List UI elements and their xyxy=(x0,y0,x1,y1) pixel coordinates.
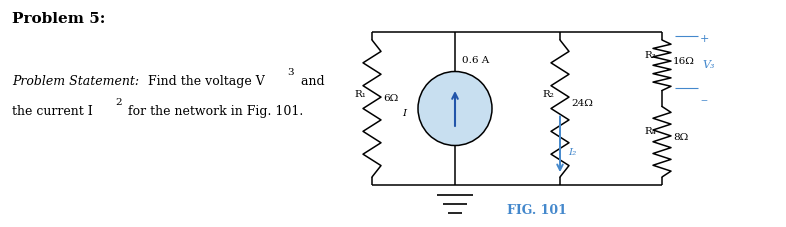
Text: R₃: R₃ xyxy=(645,51,656,60)
Text: R₂: R₂ xyxy=(542,90,554,99)
Text: 8Ω: 8Ω xyxy=(673,133,689,142)
Text: Problem 5:: Problem 5: xyxy=(12,12,105,26)
Text: I: I xyxy=(402,109,406,118)
Text: R₁: R₁ xyxy=(354,90,366,99)
Text: 2: 2 xyxy=(115,98,122,107)
Text: and: and xyxy=(297,75,325,88)
Circle shape xyxy=(418,72,492,146)
Text: R₄: R₄ xyxy=(644,127,656,136)
Text: the current I: the current I xyxy=(12,105,93,118)
Text: I₂: I₂ xyxy=(568,148,576,157)
Text: 24Ω: 24Ω xyxy=(571,99,593,108)
Text: Problem Statement:: Problem Statement: xyxy=(12,75,139,88)
Text: –: – xyxy=(700,94,707,108)
Text: 3: 3 xyxy=(287,68,294,77)
Text: for the network in Fig. 101.: for the network in Fig. 101. xyxy=(124,105,303,118)
Text: 6Ω: 6Ω xyxy=(383,94,399,103)
Text: Find the voltage V: Find the voltage V xyxy=(148,75,265,88)
Text: +: + xyxy=(700,34,710,44)
Text: 16Ω: 16Ω xyxy=(673,57,695,66)
Text: 0.6 A: 0.6 A xyxy=(462,57,489,66)
Text: V₃: V₃ xyxy=(702,60,714,70)
Text: FIG. 101: FIG. 101 xyxy=(507,204,567,217)
